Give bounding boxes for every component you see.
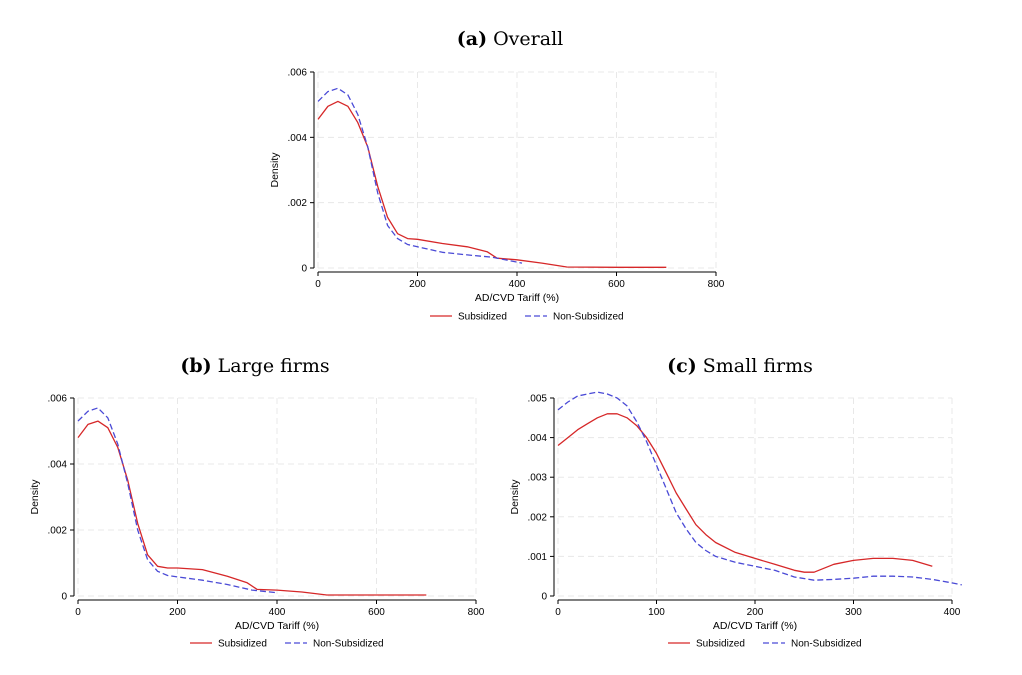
y-tick-label: .006 bbox=[48, 394, 68, 405]
panel-title-b: (b) Large firms bbox=[165, 355, 345, 377]
x-tick-label: 400 bbox=[269, 607, 286, 618]
x-tick-label: 800 bbox=[468, 607, 485, 618]
x-tick-label: 0 bbox=[75, 607, 81, 618]
y-tick-label: .005 bbox=[528, 394, 548, 405]
legend-label: Subsidized bbox=[218, 639, 267, 650]
x-tick-label: 100 bbox=[648, 607, 665, 618]
series-line-subsidized bbox=[557, 413, 933, 573]
series-line-non-subsidized bbox=[557, 391, 962, 586]
y-tick-label: .002 bbox=[528, 512, 548, 523]
panel-title-a: (a) Overall bbox=[440, 28, 580, 50]
x-tick-label: 800 bbox=[708, 279, 725, 290]
panel-name: Overall bbox=[493, 28, 564, 50]
y-tick-label: .002 bbox=[48, 526, 68, 537]
panel-label: (c) bbox=[667, 355, 697, 377]
x-axis-title: AD/CVD Tariff (%) bbox=[713, 620, 797, 632]
x-tick-label: 600 bbox=[608, 279, 625, 290]
y-axis-title: Density bbox=[269, 152, 281, 188]
x-tick-label: 600 bbox=[368, 607, 385, 618]
y-axis-title: Density bbox=[29, 479, 41, 515]
panel-name: Small firms bbox=[702, 355, 813, 377]
y-tick-label: .004 bbox=[288, 133, 308, 144]
legend-label: Subsidized bbox=[458, 312, 507, 323]
legend-label: Non-Subsidized bbox=[791, 639, 862, 650]
x-tick-label: 400 bbox=[944, 607, 961, 618]
legend-label: Non-Subsidized bbox=[553, 312, 624, 323]
x-tick-label: 200 bbox=[169, 607, 186, 618]
x-tick-label: 400 bbox=[509, 279, 526, 290]
y-tick-label: .004 bbox=[48, 460, 68, 471]
panel-label: (a) bbox=[456, 28, 488, 50]
panel-title-c: (c) Small firms bbox=[650, 355, 830, 377]
panel-label: (b) bbox=[180, 355, 212, 377]
x-tick-label: 300 bbox=[845, 607, 862, 618]
y-tick-label: 0 bbox=[61, 592, 67, 603]
x-tick-label: 0 bbox=[555, 607, 561, 618]
x-axis-title: AD/CVD Tariff (%) bbox=[235, 620, 319, 632]
series-line-non-subsidized bbox=[77, 407, 278, 594]
y-tick-label: .004 bbox=[528, 433, 548, 444]
panel-name: Large firms bbox=[217, 355, 330, 377]
y-tick-label: .003 bbox=[528, 473, 548, 484]
x-axis-title: AD/CVD Tariff (%) bbox=[475, 292, 559, 304]
legend-label: Subsidized bbox=[696, 639, 745, 650]
x-tick-label: 0 bbox=[315, 279, 321, 290]
y-tick-label: .001 bbox=[528, 552, 548, 563]
y-tick-label: .002 bbox=[288, 198, 308, 209]
series-line-subsidized bbox=[77, 420, 427, 596]
y-axis-title: Density bbox=[509, 479, 521, 515]
legend-label: Non-Subsidized bbox=[313, 639, 384, 650]
y-tick-label: 0 bbox=[301, 264, 307, 275]
x-tick-label: 200 bbox=[409, 279, 426, 290]
y-tick-label: .006 bbox=[288, 68, 308, 79]
series-line-non-subsidized bbox=[317, 87, 523, 264]
y-tick-label: 0 bbox=[541, 592, 547, 603]
x-tick-label: 200 bbox=[747, 607, 764, 618]
series-line-subsidized bbox=[317, 100, 667, 268]
